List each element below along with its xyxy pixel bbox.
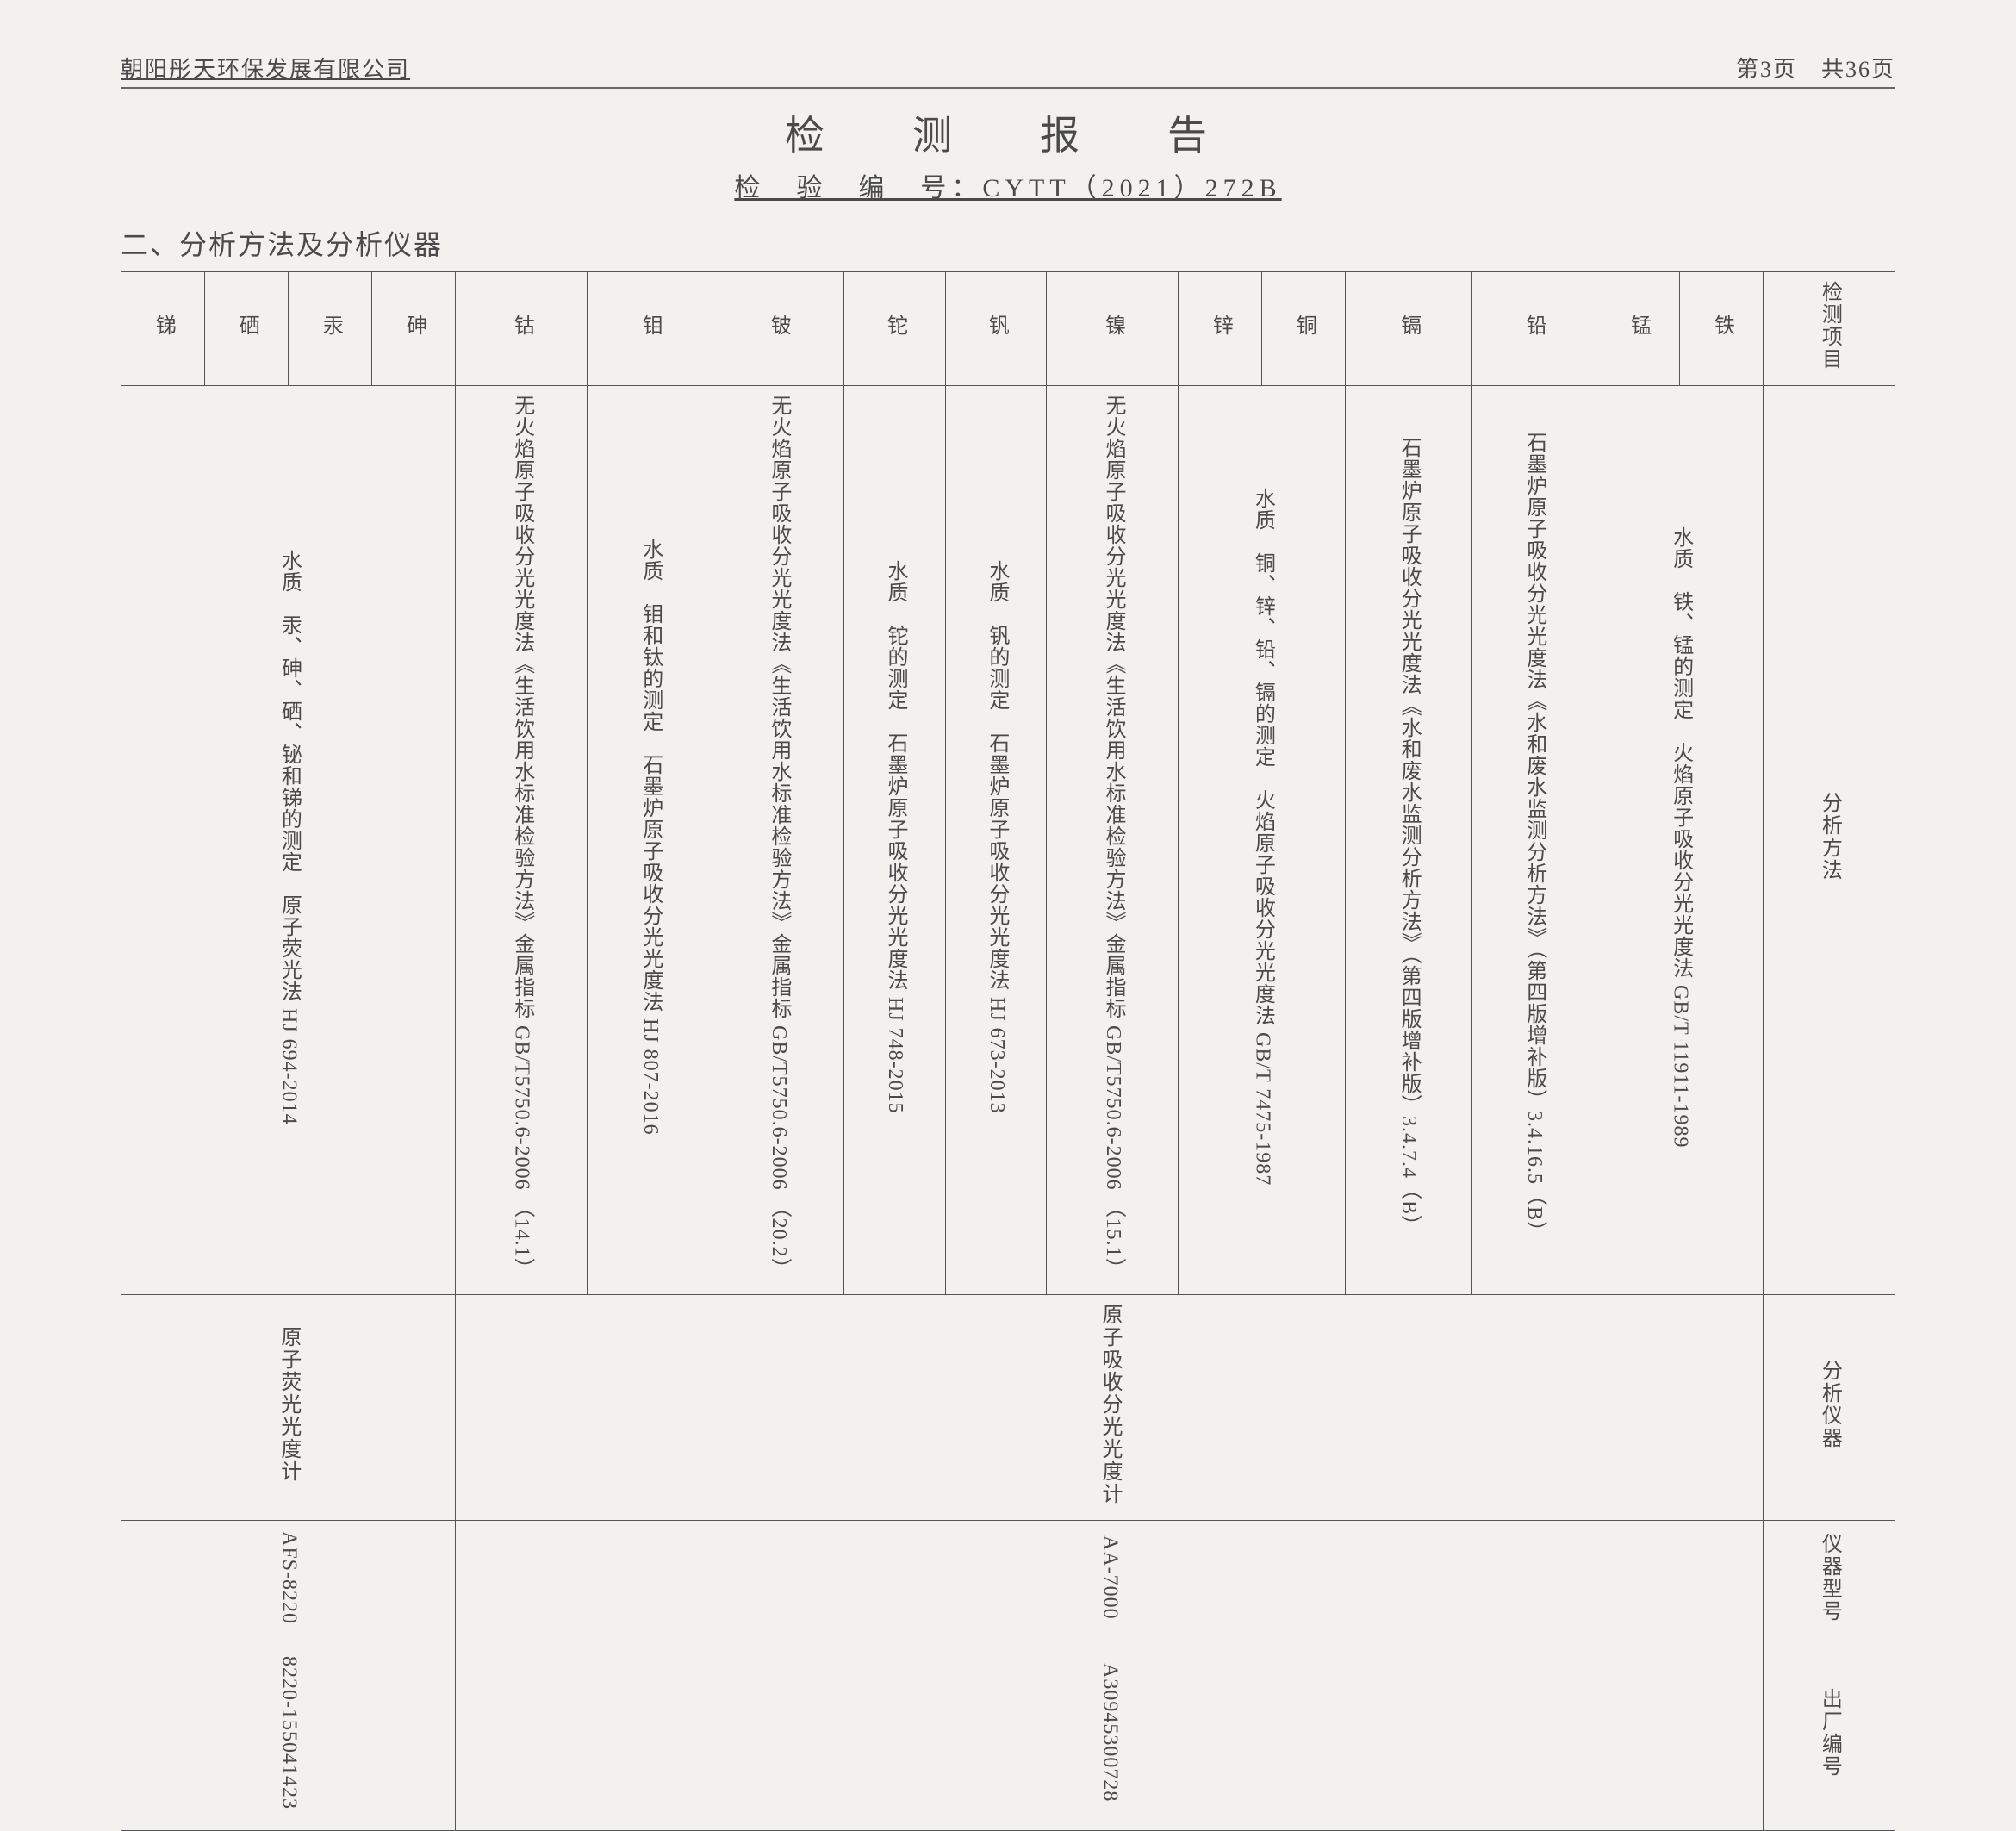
item-fe: 铁 (1680, 272, 1764, 386)
item-zn: 锌 (1179, 272, 1262, 386)
method-cuzn: 水质 铜、锌、铅、镉的测定 火焰原子吸收分光光度法 GB/T 7475-1987 (1179, 386, 1346, 1295)
th-item: 检测项目 (1764, 272, 1895, 386)
method-pb: 石墨炉原子吸收分光光度法《水和废水监测分析方法》（第四版增补版）3.4.16.5… (1471, 386, 1596, 1295)
item-ni: 镍 (1047, 272, 1179, 386)
method-co: 无火焰原子吸收分光光度法《生活饮用水标准检验方法》金属指标 GB/T5750.6… (456, 386, 588, 1295)
item-co: 钴 (456, 272, 588, 386)
row-method: 水质 汞、砷、硒、铋和锑的测定 原子荧光法 HJ 694-2014 无火焰原子吸… (121, 386, 1895, 1295)
item-sb: 锑 (121, 272, 205, 386)
model-group2: AFS-8220 (121, 1520, 456, 1641)
item-se: 硒 (205, 272, 289, 386)
row-serial: 8220-155041423 A30945300728 出厂编号 (121, 1641, 1895, 1830)
item-mn: 锰 (1596, 272, 1680, 386)
row-instrument: 原子荧光光度计 原子吸收分光光度计 分析仪器 (121, 1294, 1895, 1520)
report-subtitle: 检 验 编 号：CYTT（2021）272B (121, 166, 1895, 204)
item-hg: 汞 (289, 272, 372, 386)
row-header: 锑 硒 汞 砷 钴 钼 铍 铊 钒 镍 锌 铜 镉 铅 锰 铁 检测项目 (121, 272, 1895, 386)
th-serial: 出厂编号 (1764, 1641, 1895, 1830)
header-row: 朝阳彤天环保发展有限公司 第3页 共36页 (121, 52, 1895, 89)
method-v: 水质 钒的测定 石墨炉原子吸收分光光度法 HJ 673-2013 (945, 386, 1047, 1295)
item-pb: 铅 (1471, 272, 1596, 386)
item-cu: 铜 (1262, 272, 1346, 386)
item-mo: 钼 (587, 272, 712, 386)
instr-group2: 原子荧光光度计 (121, 1294, 456, 1520)
item-cd: 镉 (1346, 272, 1472, 386)
th-method: 分析方法 (1764, 386, 1895, 1295)
serial-group2: 8220-155041423 (121, 1641, 456, 1830)
method-mo: 水质 钼和钛的测定 石墨炉原子吸收分光光度法 HJ 807-2016 (587, 386, 712, 1295)
method-ni: 无火焰原子吸收分光光度法《生活饮用水标准检验方法》金属指标 GB/T5750.6… (1047, 386, 1179, 1295)
method-be: 无火焰原子吸收分光光度法《生活饮用水标准检验方法》金属指标 GB/T5750.6… (712, 386, 844, 1295)
instr-group1: 原子吸收分光光度计 (456, 1294, 1764, 1520)
page-indicator: 第3页 共36页 (1736, 52, 1895, 84)
item-as: 砷 (372, 272, 456, 386)
serial-group1: A30945300728 (456, 1641, 1764, 1830)
th-model: 仪器型号 (1764, 1520, 1895, 1641)
item-tl: 铊 (843, 272, 945, 386)
method-cd: 石墨炉原子吸收分光光度法《水和废水监测分析方法》（第四版增补版）3.4.7.4（… (1346, 386, 1472, 1295)
analysis-table: 锑 硒 汞 砷 钴 钼 铍 铊 钒 镍 锌 铜 镉 铅 锰 铁 检测项目 水质 … (121, 271, 1895, 1831)
section-heading: 二、分析方法及分析仪器 (121, 223, 1895, 263)
item-v: 钒 (945, 272, 1047, 386)
model-group1: AA-7000 (456, 1520, 1764, 1641)
method-femn: 水质 铁、锰的测定 火焰原子吸收分光光度法 GB/T 11911-1989 (1596, 386, 1764, 1295)
report-title: 检 测 报 告 (121, 104, 1895, 161)
row-model: AFS-8220 AA-7000 仪器型号 (121, 1520, 1895, 1641)
item-be: 铍 (712, 272, 844, 386)
title-block: 检 测 报 告 检 验 编 号：CYTT（2021）272B (121, 104, 1895, 204)
method-group2: 水质 汞、砷、硒、铋和锑的测定 原子荧光法 HJ 694-2014 (121, 386, 456, 1295)
company-name: 朝阳彤天环保发展有限公司 (121, 52, 410, 84)
th-instrument: 分析仪器 (1764, 1294, 1895, 1520)
method-tl: 水质 铊的测定 石墨炉原子吸收分光光度法 HJ 748-2015 (843, 386, 945, 1295)
